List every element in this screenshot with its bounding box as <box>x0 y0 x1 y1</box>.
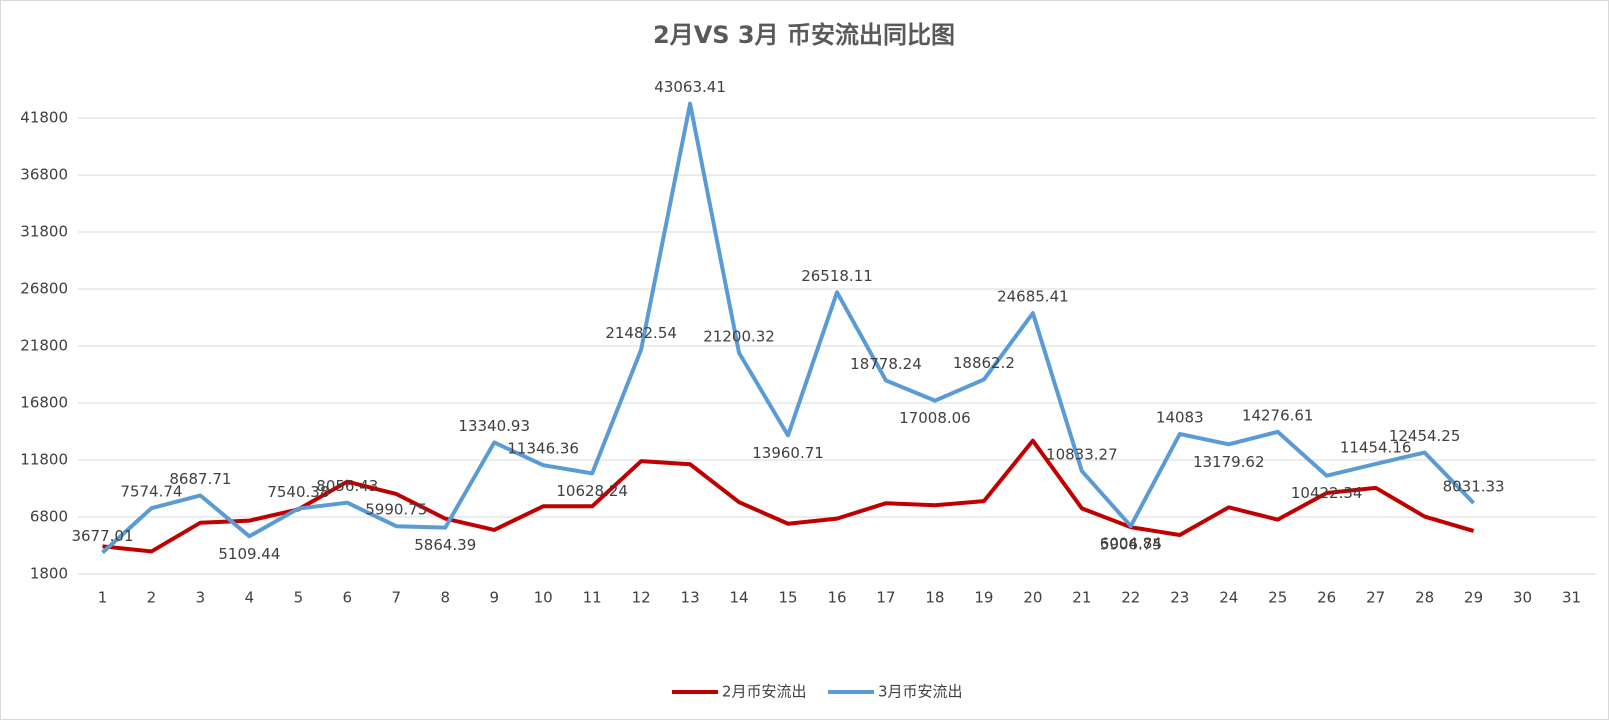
x-tick-label: 9 <box>489 589 499 607</box>
data-label: 7540.38 <box>267 483 329 501</box>
x-tick-label: 10 <box>534 589 553 607</box>
x-tick-label: 6 <box>343 589 353 607</box>
x-tick-label: 22 <box>1121 589 1140 607</box>
data-label: 26518.11 <box>801 267 873 285</box>
data-label: 17008.06 <box>899 409 971 427</box>
y-tick-label: 21800 <box>20 337 68 355</box>
x-tick-label: 28 <box>1415 589 1434 607</box>
x-tick-label: 27 <box>1366 589 1385 607</box>
data-label: 43063.41 <box>654 78 726 96</box>
x-tick-label: 3 <box>196 589 206 607</box>
x-tick-label: 24 <box>1219 589 1238 607</box>
x-tick-label: 13 <box>681 589 700 607</box>
data-label: 11346.36 <box>507 440 579 458</box>
x-tick-label: 26 <box>1317 589 1336 607</box>
y-tick-label: 16800 <box>20 394 68 412</box>
data-label: 6004.84 <box>1100 535 1162 553</box>
legend-label: 2月币安流出 <box>722 683 807 701</box>
x-tick-label: 14 <box>730 589 749 607</box>
data-label: 21200.32 <box>703 327 775 345</box>
data-label: 8687.71 <box>169 470 231 488</box>
y-tick-label: 41800 <box>20 109 68 127</box>
x-tick-label: 25 <box>1268 589 1287 607</box>
y-tick-label: 26800 <box>20 280 68 298</box>
data-label: 8056.43 <box>316 477 378 495</box>
data-label: 5990.75 <box>365 501 427 519</box>
x-tick-label: 4 <box>245 589 255 607</box>
data-label: 10628.24 <box>556 482 628 500</box>
data-label: 13960.71 <box>752 444 824 462</box>
data-label: 11454.16 <box>1340 438 1412 456</box>
data-label: 13340.93 <box>458 417 530 435</box>
x-tick-label: 7 <box>392 589 402 607</box>
legend-label: 3月币安流出 <box>878 683 963 701</box>
x-tick-label: 11 <box>583 589 602 607</box>
x-tick-label: 20 <box>1023 589 1042 607</box>
y-tick-label: 1800 <box>30 565 68 583</box>
x-tick-label: 2 <box>147 589 157 607</box>
y-tick-label: 36800 <box>20 166 68 184</box>
data-label: 3677.01 <box>71 527 133 545</box>
x-tick-label: 31 <box>1562 589 1581 607</box>
y-tick-label: 11800 <box>20 451 68 469</box>
data-label: 5864.39 <box>414 536 476 554</box>
x-tick-label: 19 <box>974 589 993 607</box>
data-label: 24685.41 <box>997 288 1069 306</box>
x-tick-label: 12 <box>632 589 651 607</box>
series-line <box>101 101 1476 555</box>
data-label: 18778.24 <box>850 355 922 373</box>
y-tick-label: 6800 <box>30 508 68 526</box>
data-label: 21482.54 <box>605 324 677 342</box>
data-label: 10833.27 <box>1046 446 1118 464</box>
data-label: 7574.74 <box>120 483 182 501</box>
x-tick-label: 15 <box>778 589 797 607</box>
data-label: 10422.34 <box>1291 484 1363 502</box>
data-label: 12454.25 <box>1389 427 1461 445</box>
chart-title: 2月VS 3月 币安流出同比图 <box>653 21 955 49</box>
data-label: 13179.62 <box>1193 453 1265 471</box>
x-tick-label: 18 <box>925 589 944 607</box>
data-label: 18862.2 <box>953 354 1015 372</box>
data-label: 14083 <box>1156 408 1204 426</box>
series-line <box>102 438 1475 554</box>
x-tick-label: 1 <box>98 589 108 607</box>
x-tick-label: 30 <box>1513 589 1532 607</box>
x-tick-label: 8 <box>440 589 450 607</box>
data-label: 5109.44 <box>218 545 280 563</box>
data-label: 5906.75 <box>1100 536 1162 554</box>
x-tick-label: 5 <box>294 589 304 607</box>
y-tick-label: 31800 <box>20 223 68 241</box>
x-tick-label: 16 <box>827 589 846 607</box>
x-tick-label: 17 <box>876 589 895 607</box>
x-tick-label: 21 <box>1072 589 1091 607</box>
data-label: 14276.61 <box>1242 406 1314 424</box>
data-label: 8031.33 <box>1443 477 1505 495</box>
x-tick-label: 23 <box>1170 589 1189 607</box>
x-tick-label: 29 <box>1464 589 1483 607</box>
